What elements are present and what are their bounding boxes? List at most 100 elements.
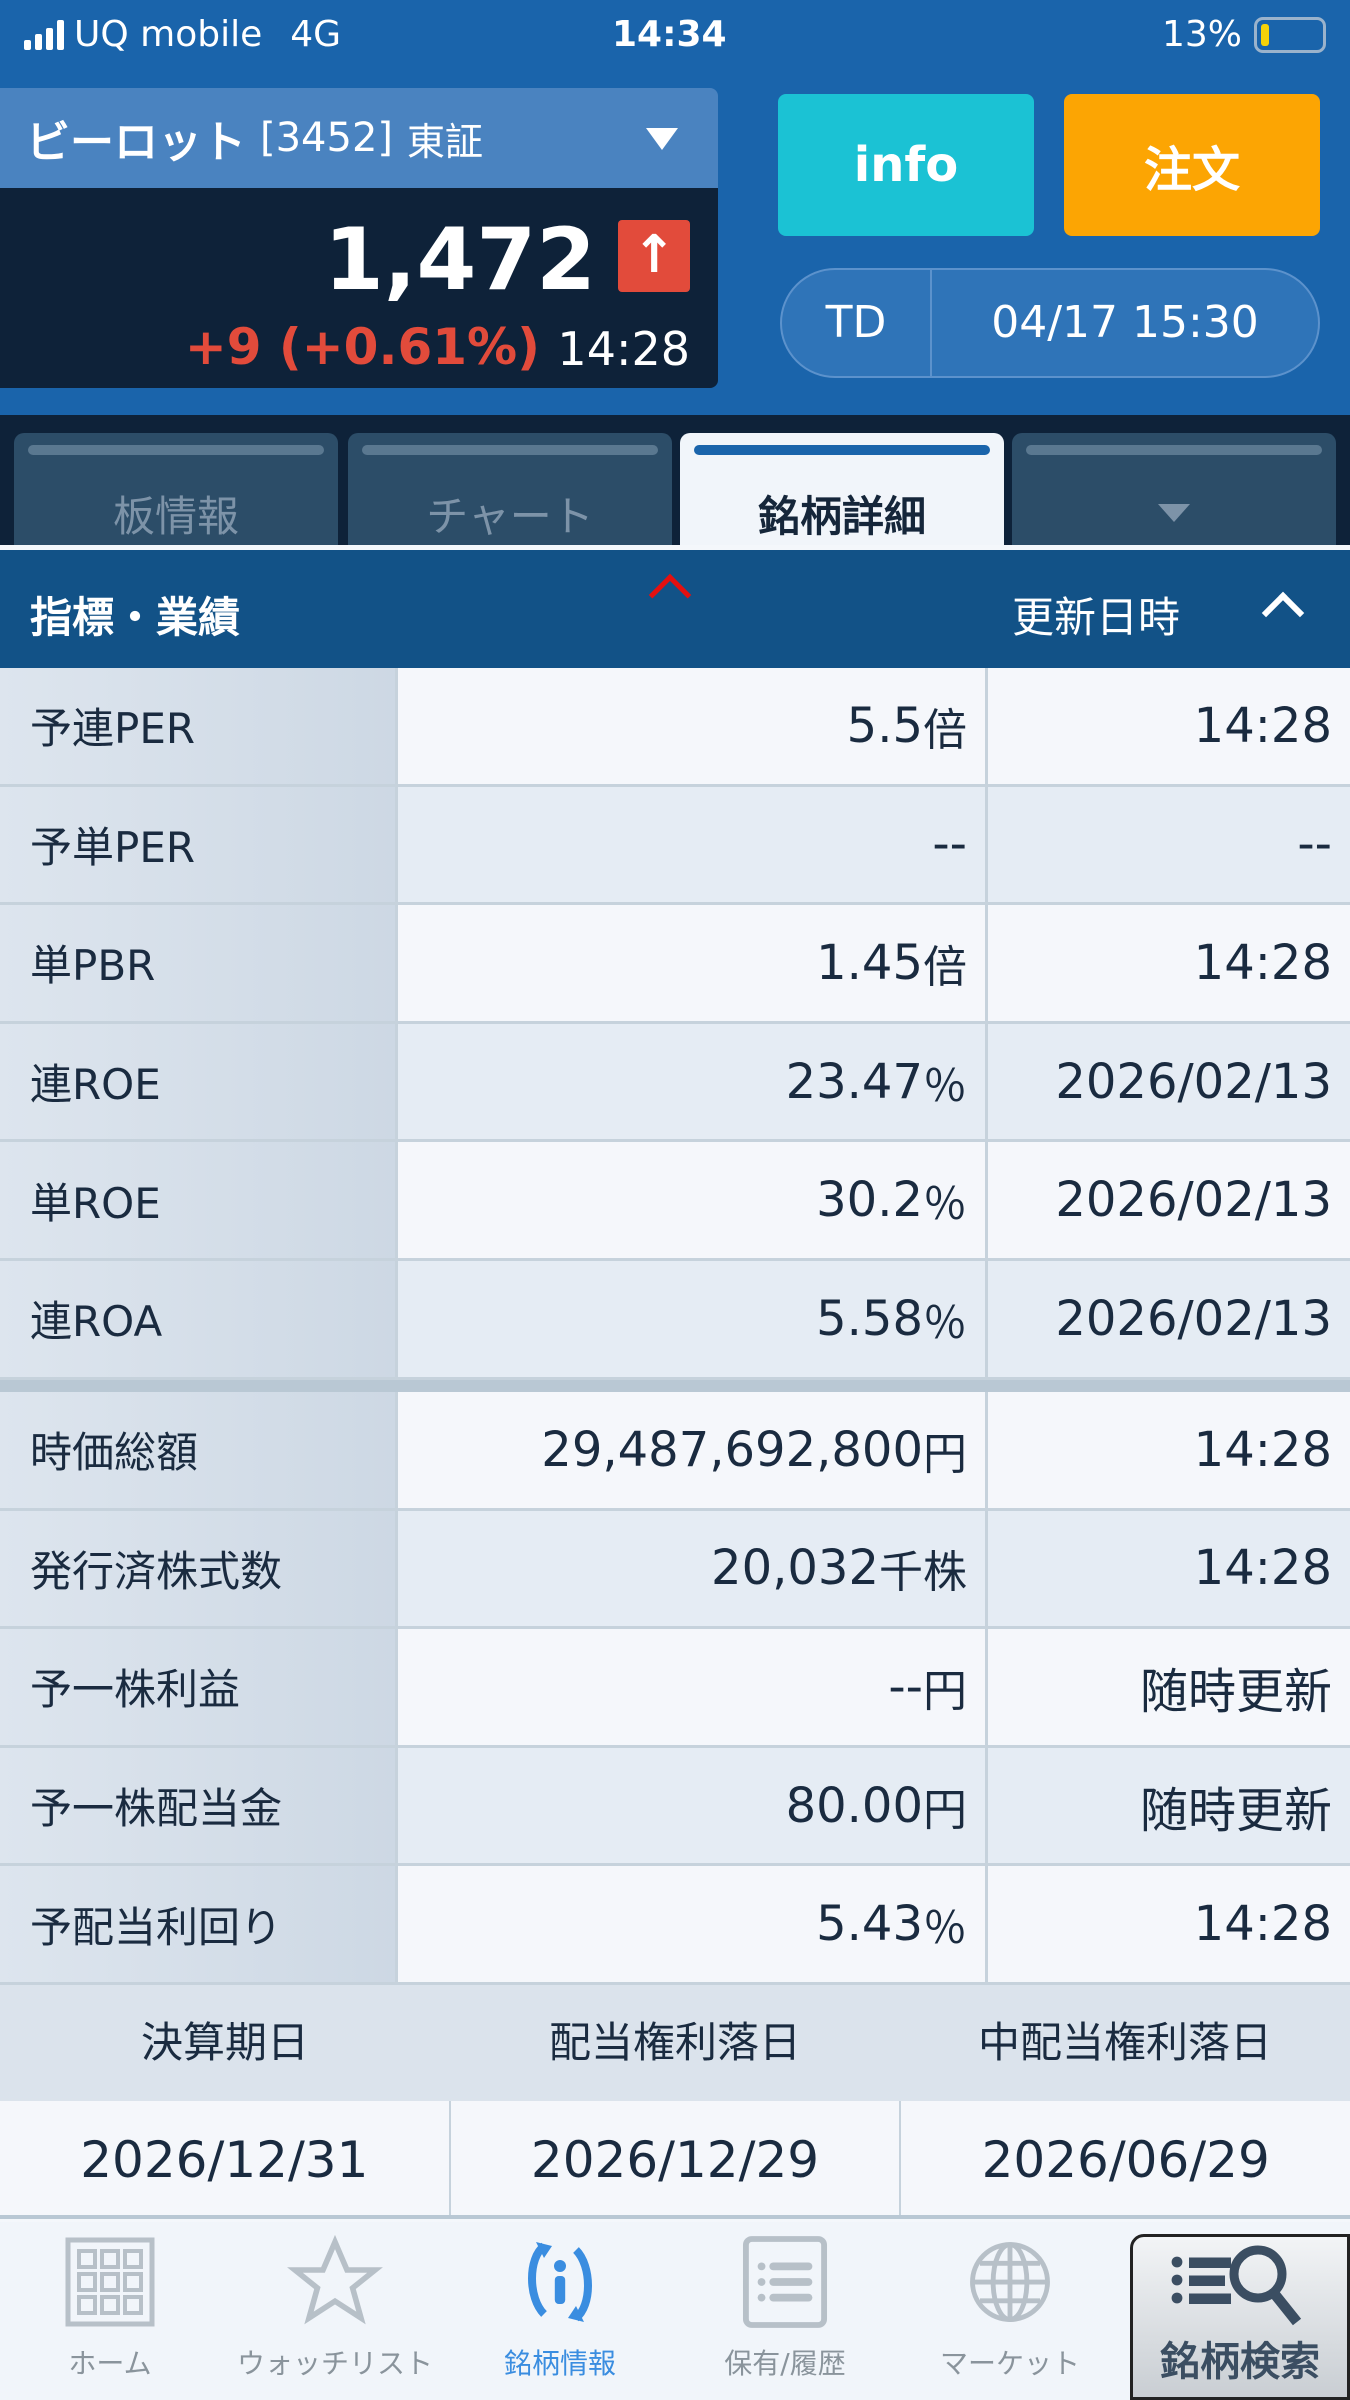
value-number: 23.47 — [785, 1053, 923, 1110]
metric-updated: 14:28 — [988, 668, 1350, 784]
nav-label: マーケット — [939, 2347, 1080, 2380]
value-unit: ％ — [923, 1060, 967, 1112]
metric-value: 20,032 千株 — [398, 1510, 988, 1627]
metric-label: 予連PER — [0, 668, 398, 784]
tab-bar: 板情報 チャート 銘柄詳細 — [0, 415, 1350, 545]
metric-updated: 2026/02/13 — [988, 1260, 1350, 1377]
stock-search-button[interactable]: 銘柄検索 — [1130, 2234, 1350, 2400]
interim-ex-dividend-header: 中配当権利落日 — [977, 2018, 1272, 2067]
signal-icon — [24, 19, 64, 50]
settlement-date-header: 決算期日 — [140, 2018, 309, 2067]
value-number: 20,032 — [711, 1540, 879, 1597]
metric-updated: 14:28 — [988, 1866, 1350, 1982]
ex-dividend-header: 配当権利落日 — [548, 2018, 801, 2067]
td-time: 04/17 15:30 — [991, 297, 1259, 348]
metric-label: 時価総額 — [0, 1392, 398, 1508]
metric-label: 予配当利回り — [0, 1866, 398, 1982]
chevron-down-icon — [1158, 504, 1190, 522]
section-header[interactable]: 指標・業績 更新日時 — [0, 550, 1350, 668]
metric-value: -- — [398, 786, 988, 903]
value-unit: ％ — [923, 1903, 967, 1955]
metric-label: 単ROE — [0, 1142, 398, 1258]
search-list-icon — [1171, 2245, 1302, 2326]
metrics-table: 予連PER 5.5 倍 14:28 予単PER -- -- 単PBR 1.45 倍 14:28 連RO… — [0, 668, 1350, 1380]
tab-board[interactable]: 板情報 — [14, 433, 338, 545]
metric-updated: 随時更新 — [988, 1629, 1350, 1745]
value-number: -- — [932, 816, 967, 873]
metric-value: 5.5 倍 — [398, 668, 988, 784]
value-number: -- — [888, 1658, 923, 1715]
metric-value: 29,487,692,800 円 — [398, 1392, 988, 1508]
star-icon — [287, 2234, 383, 2325]
tab-label: チャート — [426, 492, 594, 541]
metric-label: 予一株配当金 — [0, 1747, 398, 1864]
clock: 14:34 — [612, 14, 727, 55]
stock-selector[interactable]: ビーロット [3452] 東証 — [0, 88, 718, 188]
order-button[interactable]: 注文 — [1064, 94, 1320, 236]
home-grid-icon — [65, 2237, 155, 2327]
chevron-up-icon[interactable] — [1261, 591, 1305, 635]
nav-home[interactable]: ホーム — [0, 2222, 220, 2400]
dropdown-icon[interactable] — [646, 128, 678, 150]
metric-label: 発行済株式数 — [0, 1510, 398, 1627]
nav-label: ウォッチリスト — [236, 2347, 433, 2380]
metric-updated: 14:28 — [988, 905, 1350, 1021]
value-number: 1.45 — [816, 934, 923, 991]
price-time: 14:28 — [557, 322, 690, 376]
table-row: 予一株利益 -- 円随時更新 — [0, 1629, 1350, 1748]
stock-name: ビーロット — [26, 117, 246, 168]
metric-label: 予単PER — [0, 786, 398, 903]
divider — [0, 1380, 1350, 1392]
ex-dividend-date: 2026/12/29 — [451, 2101, 902, 2215]
metric-value: -- 円 — [398, 1629, 988, 1745]
table-row: 時価総額 29,487,692,800 円 14:28 — [0, 1392, 1350, 1511]
table-row: 連ROE 23.47 ％ 2026/02/13 — [0, 1023, 1350, 1143]
td-datetime[interactable]: TD 04/17 15:30 — [780, 268, 1320, 378]
metric-label: 単PBR — [0, 905, 398, 1021]
metrics-table-2: 時価総額 29,487,692,800 円 14:28 発行済株式数 20,032 千株 14… — [0, 1392, 1350, 1985]
info-refresh-icon — [528, 2242, 592, 2322]
metric-value: 30.2 ％ — [398, 1142, 988, 1258]
value-unit: 倍 — [923, 704, 967, 756]
table-row: 単PBR 1.45 倍 14:28 — [0, 905, 1350, 1024]
nav-watchlist[interactable]: ウォッチリスト — [225, 2222, 445, 2400]
tab-label: 板情報 — [112, 492, 239, 541]
section-title: 指標・業績 — [30, 593, 241, 642]
metric-updated: 2026/02/13 — [988, 1023, 1350, 1140]
list-icon — [742, 2236, 828, 2328]
metric-value: 5.43 ％ — [398, 1866, 988, 1982]
battery-percent: 13% — [1161, 14, 1242, 55]
nav-label: 銘柄検索 — [1160, 2339, 1320, 2385]
arrow-up-icon: ↑ — [618, 220, 690, 292]
metric-updated: 2026/02/13 — [988, 1142, 1350, 1258]
value-unit: 円 — [923, 1428, 967, 1480]
value-unit: 千株 — [879, 1547, 967, 1599]
metric-value: 23.47 ％ — [398, 1023, 988, 1140]
settlement-date: 2026/12/31 — [0, 2101, 451, 2215]
value-number: 29,487,692,800 — [541, 1421, 923, 1478]
value-number: 5.58 — [816, 1290, 923, 1347]
nav-stock-info[interactable]: 銘柄情報 — [450, 2222, 670, 2400]
status-bar: UQ mobile 4G 14:34 13% — [0, 0, 1350, 80]
updated-label: 更新日時 — [1011, 593, 1180, 642]
dates-table: 決算期日 配当権利落日 中配当権利落日 2026/12/31 2026/12/29 20… — [0, 1985, 1350, 2219]
metric-updated: -- — [988, 786, 1350, 903]
stock-price: 1,472 — [323, 210, 596, 310]
table-row: 予単PER -- -- — [0, 786, 1350, 906]
tab-more[interactable] — [1012, 433, 1336, 545]
network: 4G — [290, 14, 342, 55]
tab-details[interactable]: 銘柄詳細 — [680, 433, 1004, 545]
metric-updated: 14:28 — [988, 1392, 1350, 1508]
metric-label: 連ROE — [0, 1023, 398, 1140]
table-row: 発行済株式数 20,032 千株 14:28 — [0, 1510, 1350, 1630]
metric-updated: 14:28 — [988, 1510, 1350, 1627]
nav-holdings[interactable]: 保有/履歴 — [675, 2222, 895, 2400]
value-number: 5.43 — [816, 1896, 923, 1953]
table-row: 連ROA 5.58 ％ 2026/02/13 — [0, 1260, 1350, 1380]
stock-code: [3452] — [260, 115, 394, 161]
nav-market[interactable]: マーケット — [900, 2222, 1120, 2400]
info-button[interactable]: info — [778, 94, 1034, 236]
tab-chart[interactable]: チャート — [348, 433, 672, 545]
metric-value: 1.45 倍 — [398, 905, 988, 1021]
metric-label: 連ROA — [0, 1260, 398, 1377]
